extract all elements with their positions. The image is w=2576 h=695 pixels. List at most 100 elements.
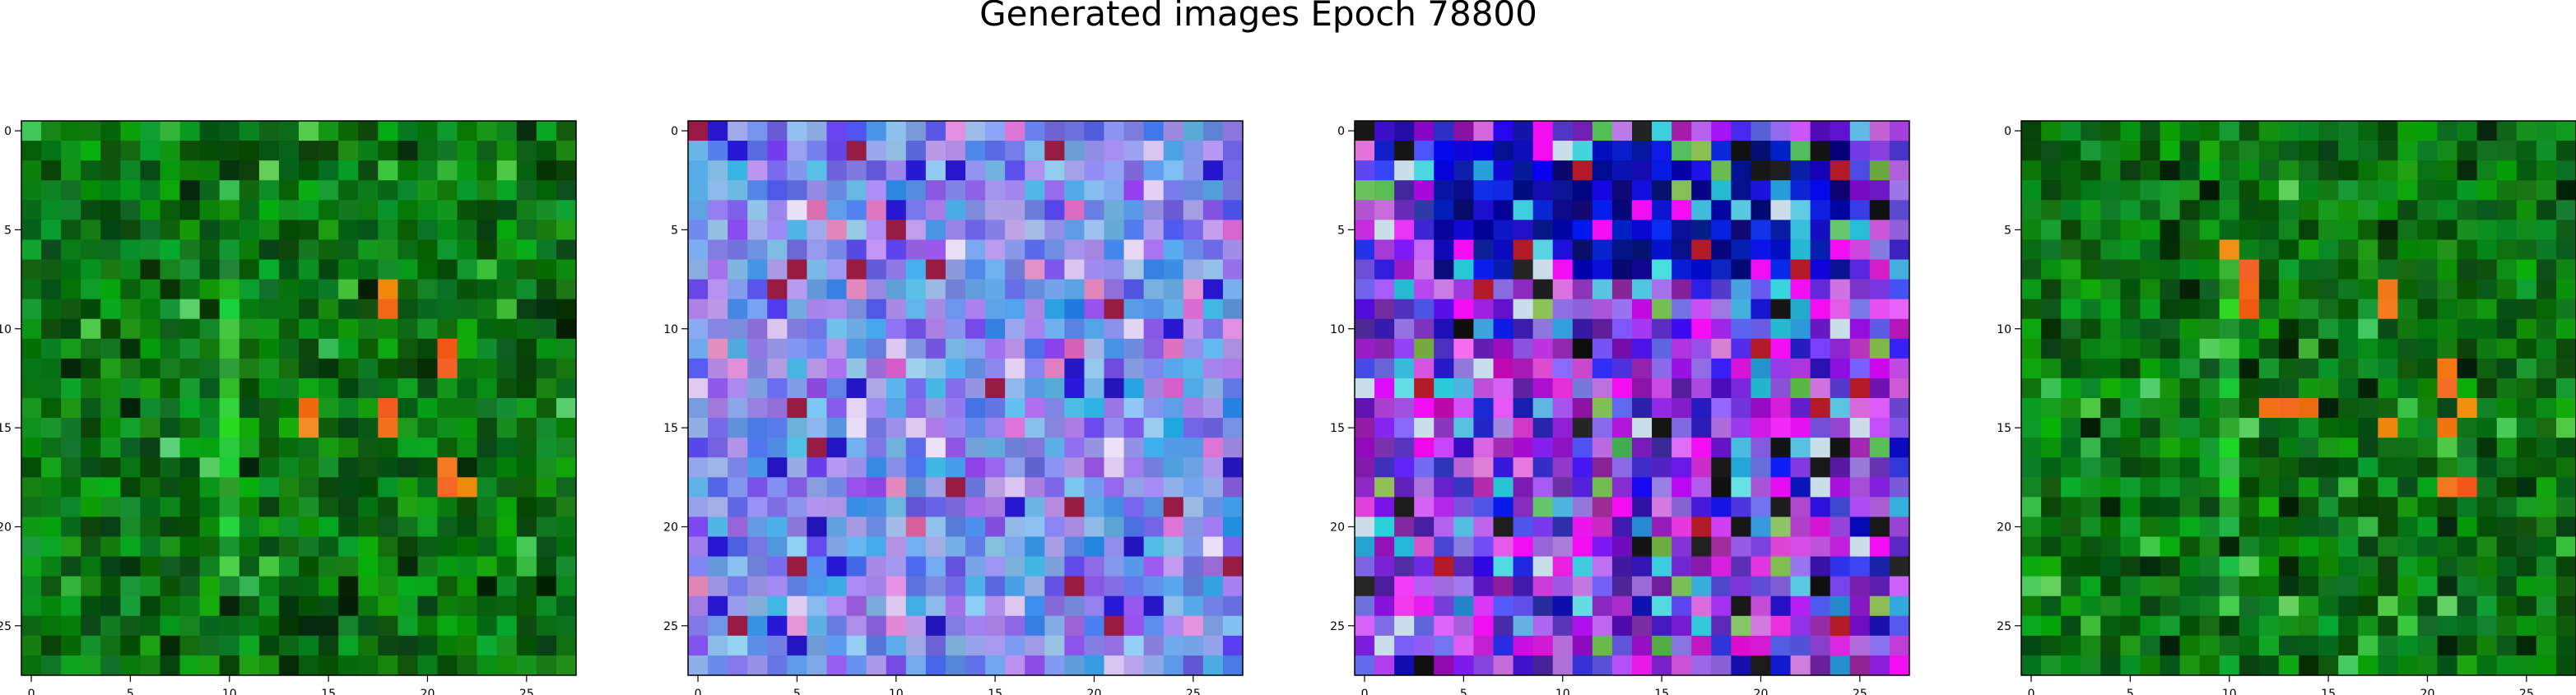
pixel-cell xyxy=(338,635,359,656)
pixel-cell xyxy=(787,239,807,260)
pixel-cell xyxy=(2437,576,2457,597)
pixel-cell xyxy=(945,220,966,240)
pixel-cell xyxy=(2496,418,2518,438)
pixel-cell xyxy=(536,180,557,201)
pixel-cell xyxy=(41,338,62,359)
pixel-cell xyxy=(2120,239,2141,260)
pixel-cell xyxy=(496,121,518,141)
pixel-cell xyxy=(140,477,160,498)
pixel-cell xyxy=(2378,457,2398,478)
pixel-cell xyxy=(1810,418,1831,438)
pixel-cell xyxy=(536,418,557,438)
pixel-cell xyxy=(179,121,201,141)
pixel-cell xyxy=(2179,398,2201,419)
pixel-cell xyxy=(826,457,847,478)
pixel-cell xyxy=(2358,517,2378,537)
pixel-cell xyxy=(2476,220,2498,240)
pixel-cell xyxy=(1064,438,1085,458)
pixel-cell xyxy=(2318,121,2339,141)
pixel-cell xyxy=(905,378,927,399)
pixel-cell xyxy=(2120,180,2141,201)
pixel-cell xyxy=(2397,536,2418,557)
pixel-cell xyxy=(41,556,62,577)
pixel-cell xyxy=(319,497,339,517)
pixel-cell xyxy=(516,299,537,320)
pixel-cell xyxy=(925,338,946,359)
pixel-cell xyxy=(1532,239,1554,260)
pixel-cell xyxy=(61,576,81,597)
pixel-cell xyxy=(1849,121,1871,141)
pixel-cell xyxy=(1163,418,1184,438)
pixel-cell xyxy=(1374,576,1395,597)
pixel-cell xyxy=(1453,418,1474,438)
pixel-cell xyxy=(556,497,577,517)
pixel-cell xyxy=(2496,180,2518,201)
pixel-cell xyxy=(2536,358,2557,379)
pixel-cell xyxy=(767,160,788,181)
pixel-cell xyxy=(2358,358,2378,379)
pixel-cell xyxy=(1672,338,1692,359)
pixel-cell xyxy=(556,299,577,320)
pixel-cell xyxy=(2219,477,2240,498)
pixel-cell xyxy=(219,536,240,557)
pixel-cell xyxy=(1025,457,1045,478)
pixel-cell xyxy=(1849,338,1871,359)
pixel-cell xyxy=(2199,595,2220,617)
pixel-cell xyxy=(1830,576,1851,597)
pixel-cell xyxy=(2358,418,2378,438)
pixel-cell xyxy=(1143,457,1165,478)
pixel-cell xyxy=(945,358,966,379)
pixel-cell xyxy=(688,418,709,438)
pixel-cell xyxy=(516,556,537,577)
pixel-cell xyxy=(826,358,847,379)
pixel-cell xyxy=(2179,239,2201,260)
pixel-cell xyxy=(1532,457,1554,478)
pixel-cell xyxy=(239,497,260,517)
pixel-cell xyxy=(1592,576,1613,597)
pixel-cell xyxy=(2299,141,2319,161)
pixel-cell xyxy=(2239,121,2260,141)
pixel-cell xyxy=(807,160,827,181)
pixel-cell xyxy=(965,141,986,161)
pixel-cell xyxy=(1770,299,1791,320)
pixel-cell xyxy=(1394,318,1415,340)
pixel-cell xyxy=(1810,121,1831,141)
pixel-cell xyxy=(219,220,240,240)
pixel-cell xyxy=(358,536,379,557)
pixel-cell xyxy=(1830,338,1851,359)
pixel-cell xyxy=(1394,457,1415,478)
pixel-cell xyxy=(1434,338,1454,359)
pixel-cell xyxy=(1830,655,1851,676)
pixel-cell xyxy=(81,576,101,597)
pixel-cell xyxy=(2239,576,2260,597)
pixel-cell xyxy=(1453,239,1474,260)
pixel-cell xyxy=(2299,595,2319,617)
pixel-cell xyxy=(496,655,518,676)
pixel-cell xyxy=(2378,536,2398,557)
pixel-cell xyxy=(925,576,946,597)
pixel-cell xyxy=(140,378,160,399)
pixel-cell xyxy=(1849,576,1871,597)
pixel-cell xyxy=(866,318,887,340)
pixel-cell xyxy=(1731,358,1751,379)
pixel-cell xyxy=(1025,299,1045,320)
pixel-cell xyxy=(2536,279,2557,300)
pixel-cell xyxy=(2476,160,2498,181)
pixel-cell xyxy=(2318,220,2339,240)
pixel-cell xyxy=(2318,398,2339,419)
pixel-cell xyxy=(2258,220,2280,240)
pixel-cell xyxy=(1652,418,1672,438)
pixel-cell xyxy=(41,318,62,340)
pixel-cell xyxy=(1532,517,1554,537)
pixel-cell xyxy=(160,279,180,300)
pixel-cell xyxy=(1143,615,1165,637)
pixel-cell xyxy=(945,200,966,220)
pixel-cell xyxy=(1394,141,1415,161)
pixel-cell xyxy=(866,220,887,240)
pixel-cell xyxy=(1652,477,1672,498)
pixel-cell xyxy=(21,418,42,438)
pixel-cell xyxy=(21,536,42,557)
pixel-cell xyxy=(1691,635,1712,656)
pixel-cell xyxy=(747,497,768,517)
pixel-cell xyxy=(1104,517,1124,537)
